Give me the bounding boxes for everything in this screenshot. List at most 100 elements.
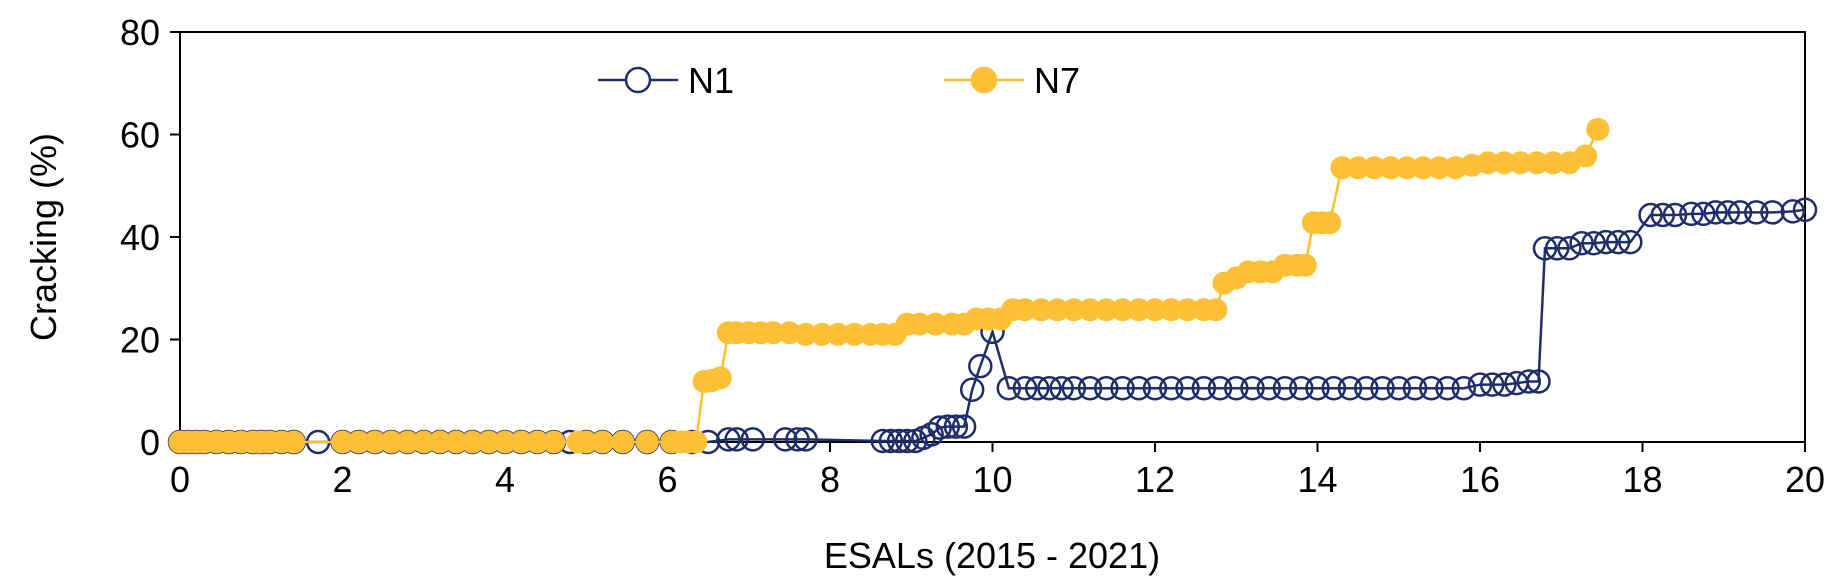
- data-point-n1: [1094, 375, 1119, 401]
- y-tick-label: 80: [120, 12, 160, 53]
- data-point-n1: [1479, 372, 1505, 397]
- data-point-n7: [1293, 253, 1317, 277]
- x-tick-label: 20: [1785, 459, 1825, 500]
- data-point-n1: [740, 427, 766, 452]
- data-point-n1: [1691, 201, 1716, 227]
- data-point-n1: [1557, 236, 1582, 261]
- data-point-n1: [1662, 202, 1688, 228]
- data-point-n1: [773, 427, 798, 452]
- x-tick-label: 2: [332, 459, 352, 500]
- x-tick-label: 8: [820, 459, 840, 500]
- data-point-n1: [927, 415, 952, 440]
- legend-item-n1: N1: [598, 60, 734, 101]
- data-point-n1: [1581, 230, 1606, 256]
- data-point-n1: [1175, 375, 1200, 401]
- data-point-n7: [542, 430, 566, 454]
- data-point-n1: [919, 422, 944, 447]
- data-point-n7: [635, 430, 659, 454]
- data-point-n1: [1049, 375, 1074, 401]
- data-point-n1: [951, 414, 977, 439]
- x-tick-label: 12: [1135, 459, 1175, 500]
- data-point-n1: [959, 377, 985, 402]
- data-point-n1: [1077, 375, 1103, 401]
- data-point-n1: [1191, 375, 1217, 401]
- legend-marker: [624, 66, 652, 94]
- data-point-n1: [1159, 375, 1184, 401]
- data-point-n1: [1061, 375, 1087, 401]
- data-point-n7: [1586, 117, 1610, 141]
- data-point-n7: [684, 430, 708, 454]
- data-point-n1: [1526, 369, 1551, 394]
- data-point-n1: [1419, 375, 1444, 401]
- data-point-n1: [1727, 200, 1753, 225]
- data-point-n1: [1370, 375, 1395, 401]
- data-point-n1: [1272, 375, 1298, 401]
- data-point-n1: [1224, 375, 1249, 401]
- data-point-n1: [1679, 201, 1704, 227]
- data-point-n1: [1744, 200, 1769, 225]
- y-tick-label: 20: [120, 320, 160, 361]
- x-tick-label: 4: [495, 459, 515, 500]
- data-point-n1: [1386, 375, 1412, 401]
- legend-label: N1: [688, 60, 734, 101]
- data-point-n1: [1544, 236, 1570, 261]
- data-point-n1: [1780, 199, 1806, 224]
- data-point-n1: [793, 427, 818, 452]
- data-point-n1: [1354, 375, 1379, 401]
- y-axis: 0 20 40 60 80: [120, 12, 180, 463]
- legend-label: N7: [1034, 60, 1080, 101]
- data-point-n1: [1012, 375, 1038, 401]
- data-point-n1: [1792, 197, 1818, 223]
- x-tick-label: 18: [1622, 459, 1662, 500]
- data-point-n1: [1605, 229, 1631, 255]
- data-point-n1: [785, 427, 810, 452]
- data-point-n1: [1024, 375, 1050, 401]
- data-point-n1: [1305, 375, 1330, 401]
- data-point-n7: [1574, 144, 1598, 168]
- data-point-n1: [1207, 375, 1233, 401]
- data-point-n7: [591, 430, 614, 454]
- data-point-n1: [1569, 230, 1594, 256]
- data-point-n1: [1402, 375, 1428, 401]
- data-point-n1: [1703, 200, 1728, 225]
- data-point-n1: [886, 428, 912, 454]
- series-n7: [168, 117, 1610, 454]
- data-point-n1: [1240, 375, 1265, 401]
- data-point-n1: [1256, 375, 1282, 401]
- y-axis-title: Cracking (%): [23, 133, 64, 341]
- data-point-n1: [1715, 200, 1741, 225]
- x-tick-label: 10: [972, 459, 1012, 500]
- data-point-n1: [1289, 375, 1314, 401]
- data-point-n1: [1451, 375, 1477, 401]
- data-point-n7: [282, 430, 306, 454]
- y-tick-label: 60: [120, 115, 160, 156]
- data-point-n1: [1532, 236, 1558, 261]
- x-tick-label: 6: [657, 459, 677, 500]
- data-point-n1: [1126, 375, 1152, 401]
- x-axis-title: ESALs (2015 - 2021): [824, 535, 1160, 576]
- data-point-n1: [870, 428, 896, 454]
- data-point-n1: [1760, 200, 1785, 225]
- data-point-n1: [996, 375, 1022, 401]
- data-point-n1: [1492, 372, 1517, 397]
- data-point-n1: [1618, 229, 1643, 255]
- data-point-n1: [724, 427, 749, 452]
- data-point-n1: [1516, 369, 1542, 394]
- legend: N1 N7: [598, 60, 1080, 101]
- x-tick-label: 16: [1460, 459, 1500, 500]
- data-point-n1: [1337, 375, 1363, 401]
- data-point-n1: [968, 353, 993, 379]
- data-point-n1: [1435, 375, 1460, 401]
- data-point-n1: [1037, 375, 1062, 401]
- data-point-n1: [894, 428, 920, 454]
- data-point-n7: [611, 430, 635, 454]
- data-point-n1: [1142, 375, 1168, 401]
- x-axis: 0 2 4 6 8 10 12 14 16 18 20: [170, 442, 1825, 500]
- y-tick-label: 40: [120, 217, 160, 258]
- data-point-n1: [1650, 202, 1676, 228]
- data-point-n7: [708, 366, 732, 390]
- data-point-n1: [935, 414, 961, 439]
- data-point-n1: [878, 428, 904, 454]
- y-tick-label: 0: [140, 422, 160, 463]
